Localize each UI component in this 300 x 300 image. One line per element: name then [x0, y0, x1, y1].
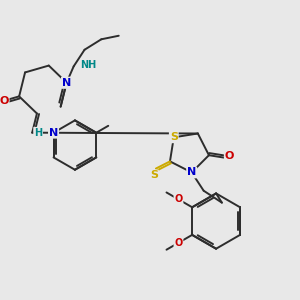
- Text: NH: NH: [81, 60, 97, 70]
- Text: O: O: [174, 194, 183, 204]
- Text: N: N: [62, 78, 71, 88]
- Text: H: H: [34, 128, 42, 138]
- Text: O: O: [225, 151, 234, 161]
- Text: O: O: [0, 96, 9, 106]
- Text: S: S: [150, 170, 158, 181]
- Text: S: S: [170, 132, 178, 142]
- Text: N: N: [49, 128, 58, 138]
- Text: O: O: [174, 238, 183, 248]
- Text: N: N: [187, 167, 196, 178]
- Text: N: N: [62, 78, 71, 88]
